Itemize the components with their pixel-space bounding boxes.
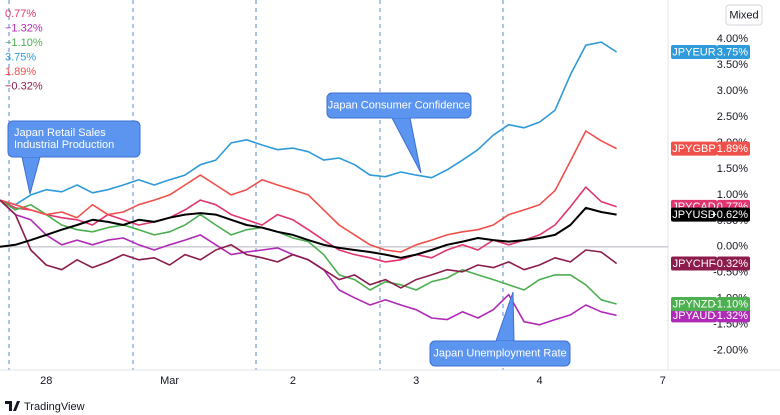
legend-value: 1.89%: [5, 66, 36, 78]
legend-value: −0.32%: [5, 80, 43, 92]
series-line: [0, 206, 617, 259]
callout-join: [496, 341, 514, 342]
x-tick-label: 2: [290, 375, 296, 387]
badge-name-bg: [671, 141, 717, 156]
logo-icon: [5, 401, 20, 411]
badge-name-bg: [671, 297, 717, 312]
badge-value-bg: [717, 256, 750, 271]
badge-value-bg: [717, 44, 750, 59]
badge-value-bg: [717, 141, 750, 156]
y-tick-label: 1.00%: [717, 189, 748, 201]
y-tick-label: 4.00%: [717, 33, 748, 45]
y-tick-label: 3.50%: [717, 59, 748, 71]
legend-value: −1.32%: [5, 22, 43, 34]
callout-join: [22, 156, 40, 157]
y-tick-label: 2.50%: [717, 111, 748, 123]
series-line: [0, 199, 617, 305]
badge-value: -1.32%: [713, 310, 748, 322]
scale-button-label[interactable]: Mixed: [729, 9, 758, 21]
y-tick-label: 1.50%: [717, 163, 748, 175]
legend-value: 3.75%: [5, 51, 36, 63]
x-tick-label: 7: [660, 375, 666, 387]
x-tick-label: 3: [413, 375, 419, 387]
badge-name-bg: [671, 256, 717, 271]
legend-value: 0.77%: [5, 8, 36, 20]
series-line: [0, 41, 618, 206]
scale-button[interactable]: [725, 4, 763, 26]
series-line: [0, 130, 617, 253]
badge-name: JPYCHF: [673, 258, 716, 270]
badge-name-bg: [671, 308, 717, 323]
callout-text: Industrial Production: [14, 139, 114, 151]
callout-text: Japan Unemployment Rate: [433, 347, 566, 359]
plot-area: [0, 41, 668, 326]
callout-join: [392, 117, 410, 118]
callout-text: Japan Retail Sales: [14, 127, 106, 139]
badge-value: -1.10%: [713, 298, 748, 310]
badge-value-bg: [717, 297, 750, 312]
y-tick-label: -2.00%: [713, 345, 748, 357]
badge-name-bg: [671, 207, 717, 222]
x-tick-label: 4: [536, 375, 542, 387]
y-tick-label: 3.00%: [717, 85, 748, 97]
badge-name: JPYGBP: [672, 143, 715, 155]
x-tick-label: Mar: [160, 375, 179, 387]
callout-text: Japan Consumer Confidence: [328, 99, 470, 111]
legend-value: −1.10%: [5, 37, 43, 49]
badge-name: JPYAUD: [673, 310, 716, 322]
callout-box: [7, 120, 141, 158]
badge-value-bg: [717, 308, 750, 323]
y-tick-label: 0.00%: [717, 241, 748, 253]
badge-name: JPYEUR: [672, 46, 715, 58]
badge-name: JPYNZD: [673, 298, 716, 310]
logo-text: TradingView: [24, 401, 85, 413]
x-tick-label: 28: [40, 375, 52, 387]
badge-value: 1.89%: [717, 143, 748, 155]
series-line: [0, 186, 617, 263]
session-separators: [8, 0, 504, 370]
logo: TradingView: [5, 401, 85, 413]
badge-name: JPYUSD: [672, 209, 715, 221]
badge-value: +0.62%: [710, 209, 748, 221]
badge-value: 3.75%: [717, 46, 748, 58]
badge-value-bg: [717, 207, 750, 222]
series-line: [0, 199, 618, 289]
badge-name-bg: [671, 44, 717, 59]
badge-value: -0.32%: [713, 258, 748, 270]
